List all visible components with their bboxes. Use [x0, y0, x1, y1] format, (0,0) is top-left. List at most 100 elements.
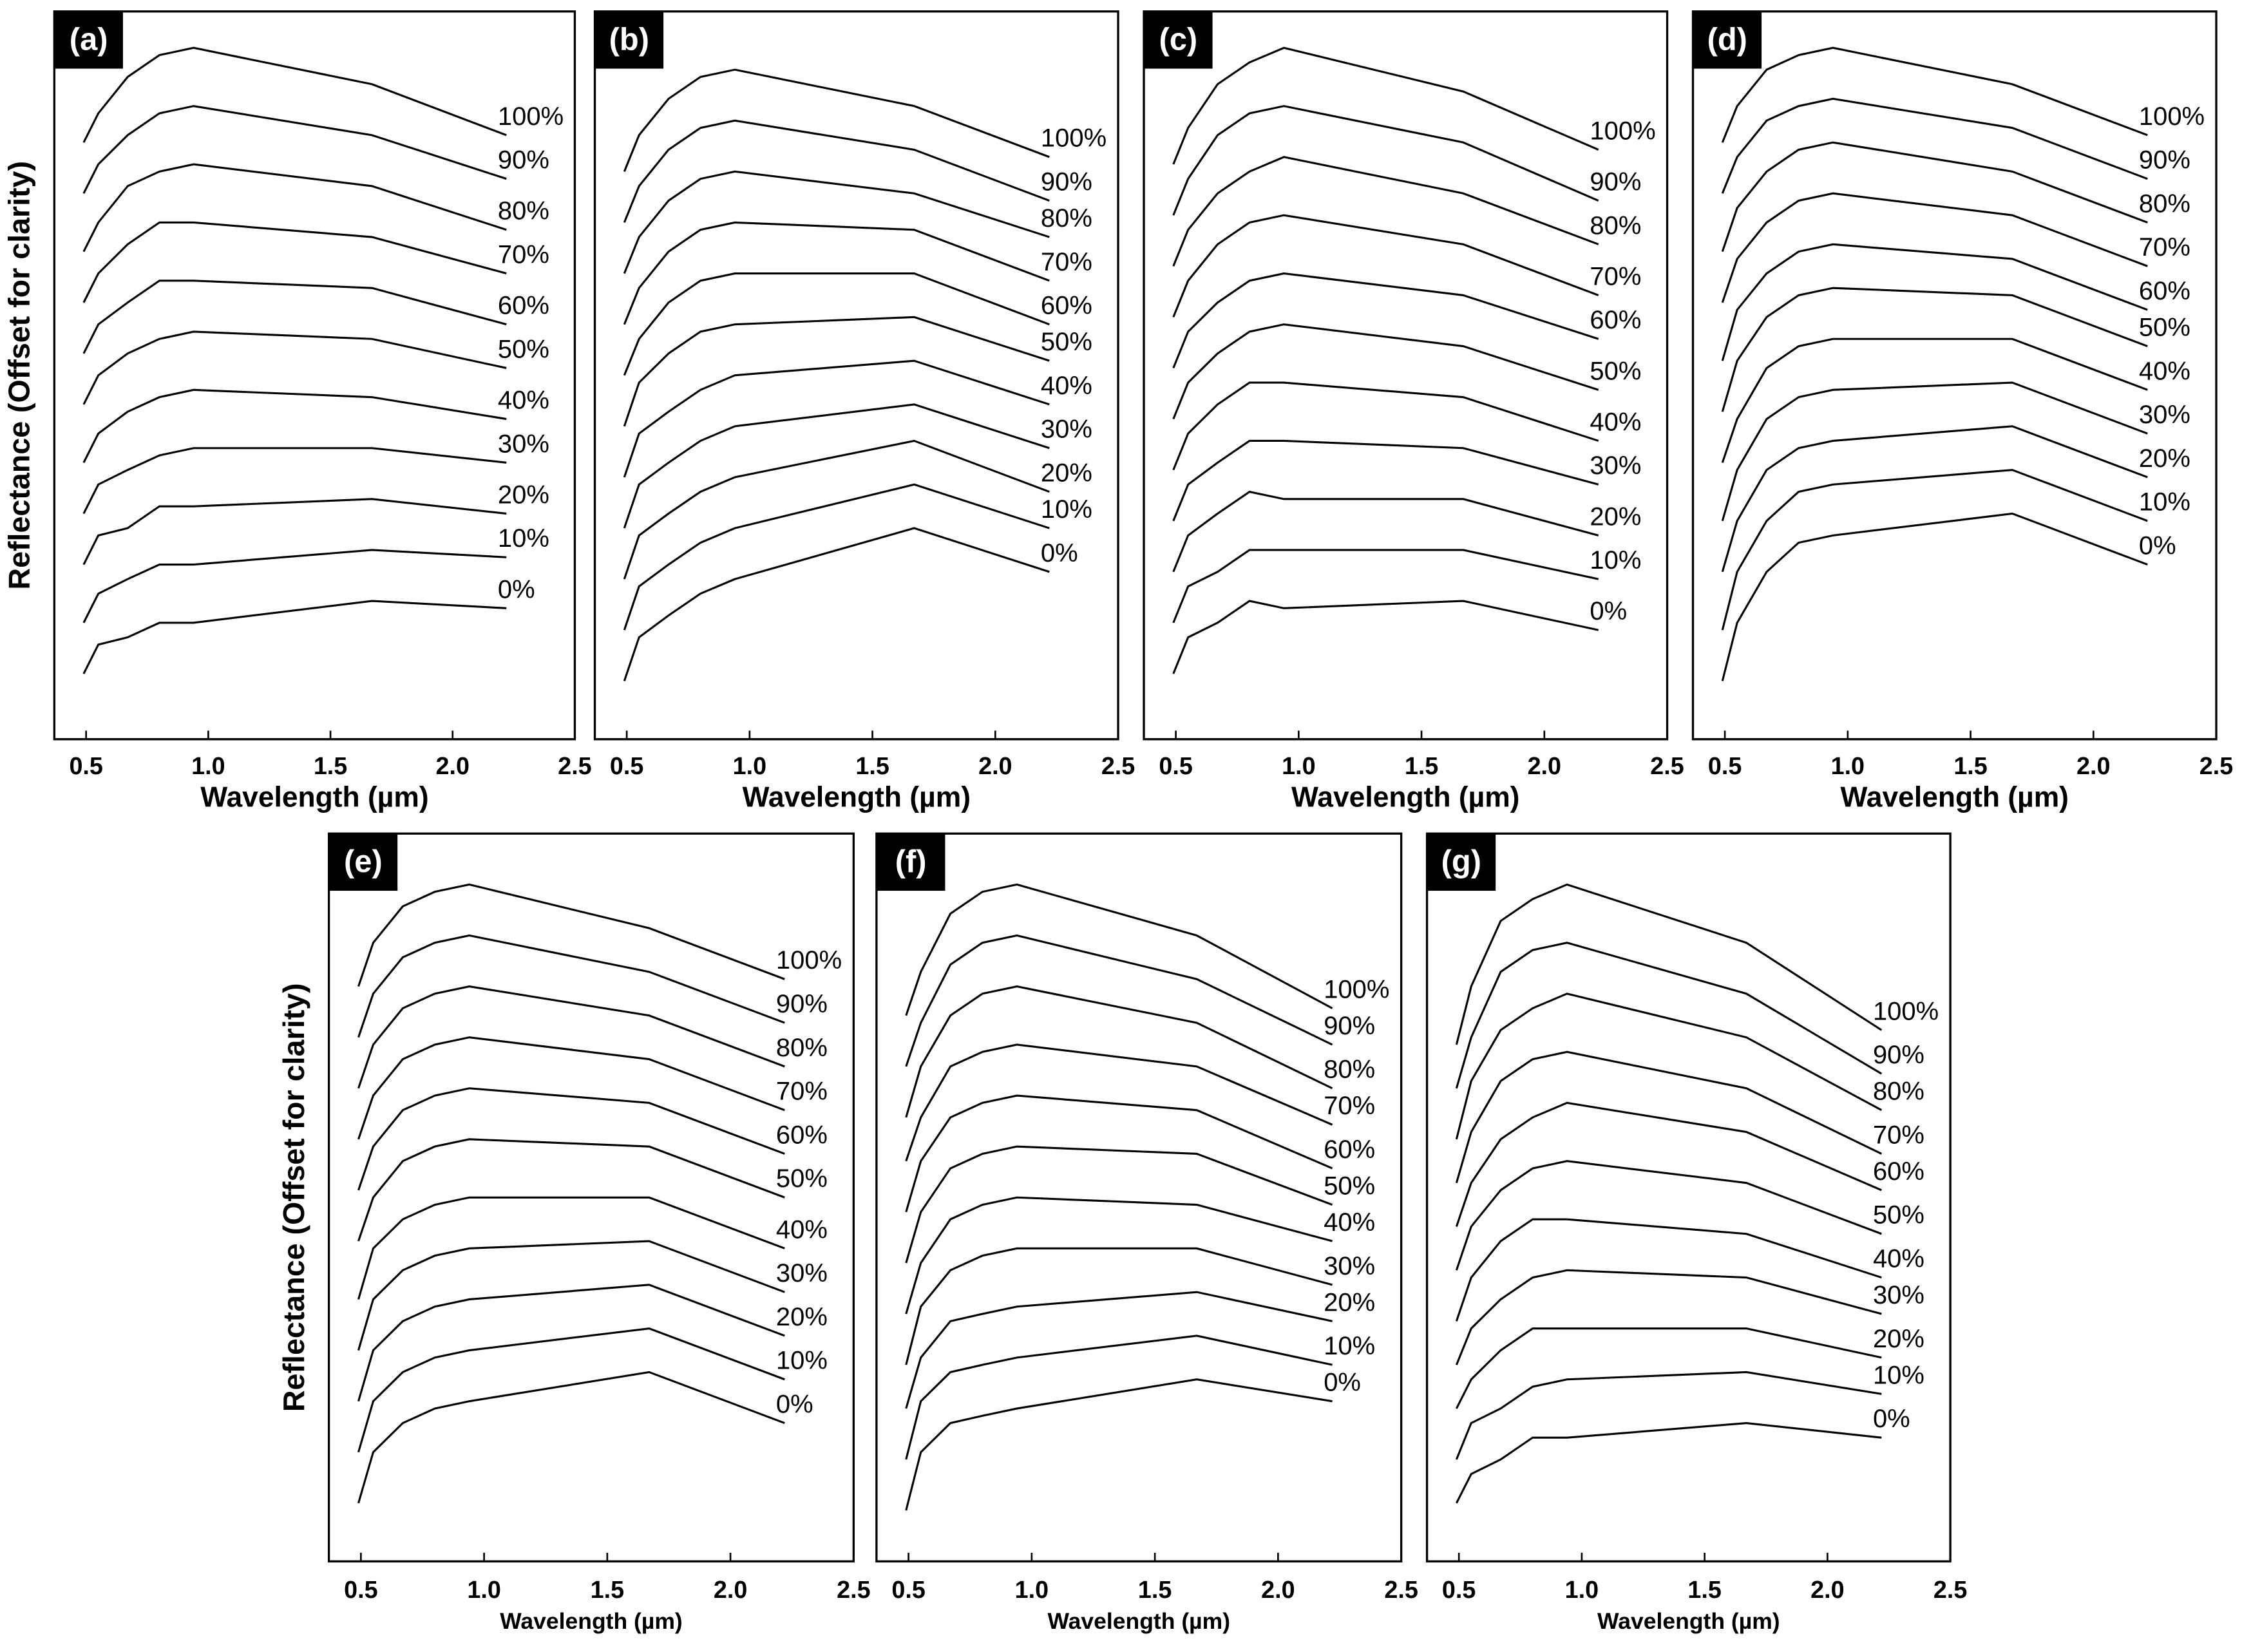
spectrum-line [623, 527, 1050, 681]
series-label: 50% [498, 335, 549, 363]
plot-frame [1143, 10, 1669, 741]
series-label: 10% [1041, 495, 1092, 524]
x-axis-title: Wavelength (µm) [1597, 1608, 1780, 1634]
x-tick-label: 0.5 [891, 1576, 925, 1603]
series-label: 40% [2139, 357, 2190, 385]
spectrum-line [82, 600, 507, 674]
panel-label: (f) [895, 844, 927, 879]
x-tick-label: 2.5 [1650, 752, 1684, 779]
x-tick-label: 0.5 [69, 752, 102, 779]
x-tick-label: 2.5 [1101, 752, 1135, 779]
x-tick-label: 2.5 [1384, 1576, 1418, 1603]
panel-label-box [594, 11, 664, 69]
x-tick-label: 1.5 [314, 752, 347, 779]
series-label: 90% [1873, 1041, 1924, 1069]
spectrum-line [1172, 381, 1599, 471]
spectrum-line [1721, 192, 2148, 303]
series-label: 0% [1873, 1405, 1910, 1433]
spectrum-line [1721, 425, 2148, 573]
x-axis-title: Wavelength (µm) [500, 1608, 683, 1634]
spectrum-line [1721, 243, 2148, 361]
spectrum-line [82, 163, 507, 252]
spectrum-line [357, 1087, 785, 1191]
spectrum-line [1721, 337, 2148, 463]
spectrum-line [1172, 272, 1599, 369]
spectrum-line [82, 46, 507, 143]
spectrum-line [357, 985, 785, 1089]
spectrum-line [1721, 512, 2148, 681]
plot-frame [53, 10, 576, 741]
spectrum-line [82, 330, 507, 405]
spectrum-line [905, 1145, 1333, 1264]
series-label: 40% [1041, 372, 1092, 400]
spectrum-line [1455, 1421, 1882, 1504]
series-label: 10% [2139, 488, 2190, 517]
series-label: 70% [2139, 233, 2190, 261]
panel-label: (g) [1441, 844, 1481, 879]
spectrum-line [1721, 97, 2148, 194]
spectrum-line [357, 1036, 785, 1140]
spectrum-line [1455, 1327, 1882, 1409]
y-axis-title: Reflectance (Offset for clarity) [277, 983, 310, 1412]
spectrum-line [623, 221, 1050, 325]
series-label: 40% [1324, 1208, 1375, 1237]
spectrum-line [905, 985, 1333, 1118]
series-label: 70% [776, 1078, 828, 1106]
series-label: 30% [2139, 401, 2190, 429]
spectrum-line [905, 883, 1333, 1016]
series-label: 10% [1324, 1332, 1375, 1360]
x-axis-title: Wavelength (µm) [200, 782, 428, 813]
x-axis-title: Wavelength (µm) [1047, 1608, 1230, 1634]
x-tick-label: 0.5 [1442, 1576, 1476, 1603]
spectrum-line [905, 1196, 1333, 1315]
series-label: 60% [2139, 277, 2190, 305]
x-tick-label: 1.5 [1405, 752, 1438, 779]
series-label: 70% [1873, 1121, 1924, 1149]
series-label: 10% [1873, 1361, 1924, 1389]
x-tick-label: 1.0 [1565, 1576, 1599, 1603]
series-label: 10% [498, 524, 549, 553]
x-tick-label: 1.0 [1015, 1576, 1049, 1603]
spectrum-line [905, 1291, 1333, 1409]
series-label: 20% [2139, 444, 2190, 473]
x-axis-title: Wavelength (µm) [1841, 782, 2069, 813]
series-label: 20% [498, 480, 549, 509]
panel-label-box [1693, 11, 1762, 69]
panel-label-box [54, 11, 123, 69]
spectrum-line [623, 119, 1050, 223]
series-label: 90% [1324, 1012, 1375, 1040]
series-label: 20% [1041, 459, 1092, 487]
series-label: 0% [1041, 539, 1078, 567]
x-tick-label: 1.5 [591, 1576, 624, 1603]
series-label: 50% [1041, 328, 1092, 356]
spectrum-line [357, 883, 785, 987]
x-tick-label: 1.5 [855, 752, 889, 779]
plot-frame [327, 832, 855, 1562]
spectrum-line [905, 1247, 1333, 1365]
series-label: 50% [2139, 313, 2190, 341]
series-label: 0% [1590, 597, 1627, 625]
series-label: 100% [1041, 124, 1107, 153]
series-label: 80% [1873, 1078, 1924, 1106]
spectrum-line [1721, 469, 2148, 631]
spectrum-line [1455, 1218, 1882, 1322]
spectrum-line [357, 1196, 785, 1300]
series-label: 0% [1324, 1369, 1361, 1397]
spectrum-line [905, 1334, 1333, 1460]
series-label: 80% [1590, 211, 1641, 240]
spectrum-line [1721, 46, 2148, 143]
y-axis-title: Reflectance (Offset for clarity) [3, 161, 36, 590]
x-tick-label: 1.0 [1831, 752, 1865, 779]
x-tick-label: 1.0 [733, 752, 766, 779]
series-label: 50% [1590, 357, 1641, 385]
x-tick-label: 2.0 [1810, 1576, 1844, 1603]
spectrum-line [623, 359, 1050, 478]
panel: 0.5 1.0 1.5 2.0 2.5 Wavelength (µm) 0% 10% 20% 30… [875, 832, 1418, 1634]
series-label: 30% [1590, 451, 1641, 480]
x-tick-label: 2.0 [978, 752, 1012, 779]
series-label: 20% [1590, 502, 1641, 531]
series-label: 100% [1324, 975, 1389, 1003]
spectrum-line [1172, 46, 1599, 165]
series-label: 0% [498, 575, 535, 603]
panel-label: (a) [70, 22, 108, 57]
